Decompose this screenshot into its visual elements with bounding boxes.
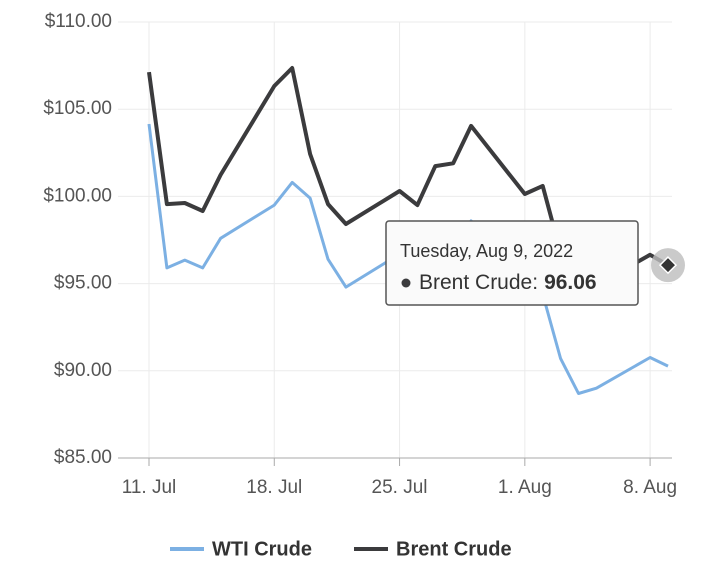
y-tick-label: $105.00 bbox=[43, 98, 112, 119]
x-tick-label: 1. Aug bbox=[498, 477, 552, 498]
legend-label[interactable]: Brent Crude bbox=[396, 538, 512, 560]
y-tick-label: $95.00 bbox=[54, 273, 112, 294]
x-tick-label: 11. Jul bbox=[122, 477, 177, 498]
legend-label[interactable]: WTI Crude bbox=[212, 538, 312, 560]
tooltip-text: Brent Crude: 96.06 bbox=[419, 271, 597, 294]
x-tick-label: 8. Aug bbox=[623, 477, 677, 498]
x-tick-label: 25. Jul bbox=[372, 477, 428, 498]
tooltip-box bbox=[385, 220, 639, 306]
y-tick-label: $85.00 bbox=[54, 447, 112, 468]
tooltip-series: Brent Crude: bbox=[419, 271, 538, 294]
y-tick-label: $100.00 bbox=[43, 185, 112, 206]
tooltip-date: Tuesday, Aug 9, 2022 bbox=[400, 241, 573, 261]
tooltip: Tuesday, Aug 9, 2022 Brent Crude: 96.06 bbox=[385, 220, 639, 306]
tooltip-dot bbox=[401, 278, 411, 288]
tooltip-value: 96.06 bbox=[544, 271, 597, 294]
x-tick-label: 18. Jul bbox=[246, 477, 302, 498]
hover-marker bbox=[658, 256, 678, 275]
y-tick-label: $110.00 bbox=[45, 11, 112, 32]
y-tick-label: $90.00 bbox=[54, 360, 112, 381]
